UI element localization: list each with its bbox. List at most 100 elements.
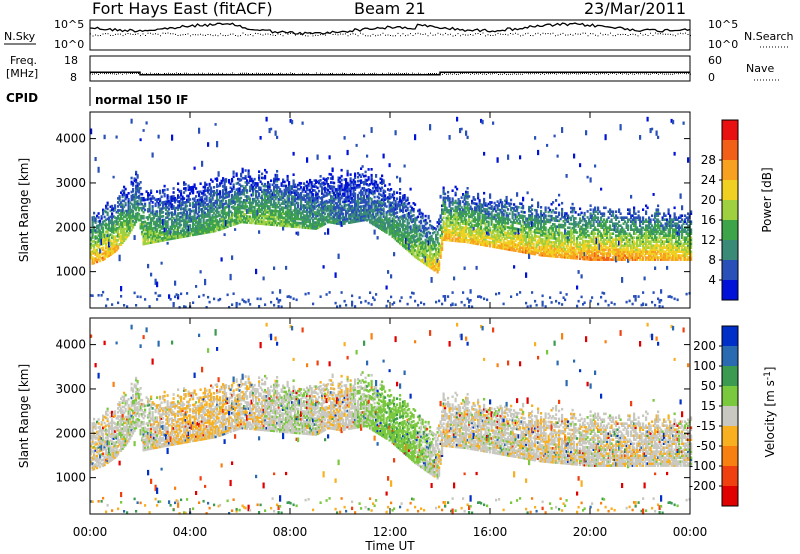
power-cell: [252, 197, 255, 201]
power-cell: [112, 223, 115, 226]
power-cell: [126, 229, 129, 233]
power-cell: [226, 213, 229, 217]
power-cell: [160, 237, 163, 240]
power-cell: [192, 197, 195, 201]
power-cell: [112, 251, 115, 254]
power-cell: [105, 206, 108, 210]
power-cell: [136, 196, 139, 199]
power-cell: [276, 215, 279, 219]
power-cell: [399, 188, 402, 191]
power-cell: [216, 199, 219, 202]
power-cell: [130, 194, 133, 198]
power-cell: [271, 193, 274, 196]
power-cell: [381, 222, 384, 225]
power-cell: [174, 210, 177, 214]
power-cell: [225, 194, 228, 197]
power-cell: [324, 202, 327, 206]
power-cell: [304, 200, 307, 203]
power-cell: [183, 201, 186, 204]
power-cell: [369, 204, 372, 208]
power-cell: [168, 211, 171, 215]
power-cell: [370, 303, 373, 306]
power-cell: [222, 199, 225, 202]
power-cell: [349, 205, 352, 208]
power-cell: [346, 181, 349, 185]
power-cell: [96, 244, 99, 248]
power-cell: [324, 188, 327, 192]
power-cell: [288, 195, 291, 198]
power-cell: [142, 220, 145, 224]
power-cell: [193, 197, 196, 200]
power-cell: [226, 221, 229, 224]
power-cell: [105, 222, 108, 226]
power-cell: [105, 238, 108, 242]
power-cell: [388, 197, 391, 200]
power-cell: [412, 214, 415, 217]
power-cell: [288, 193, 291, 196]
power-cell: [238, 177, 241, 181]
power-cell: [382, 211, 385, 214]
power-cell: [105, 246, 108, 250]
power-cell: [127, 204, 130, 207]
power-cell: [363, 174, 366, 178]
power-cell: [274, 193, 277, 197]
power-cell: [132, 204, 135, 207]
power-cell: [273, 189, 276, 193]
power-cell: [424, 218, 427, 222]
power-cell: [354, 212, 357, 215]
power-cell: [162, 218, 165, 226]
power-cell: [108, 238, 111, 242]
power-cell: [324, 216, 327, 220]
beam-title: Beam 21: [354, 0, 426, 18]
power-cell: [271, 213, 274, 217]
power-cell: [349, 189, 352, 192]
power-cell: [172, 229, 175, 232]
power-cell: [252, 211, 255, 215]
power-cell: [277, 210, 280, 213]
power-cell: [385, 219, 388, 222]
power-cell: [97, 216, 100, 219]
power-cell: [373, 189, 376, 193]
power-cell: [105, 226, 108, 230]
power-cell: [109, 227, 112, 230]
power-cell: [319, 197, 322, 200]
power-cell: [252, 201, 255, 205]
power-cell: [229, 224, 232, 227]
power-cell: [387, 218, 390, 221]
power-cell: [102, 226, 105, 230]
power-cell: [363, 212, 366, 216]
power-cell: [234, 214, 237, 218]
power-cell: [121, 223, 124, 226]
power-cell: [346, 173, 349, 177]
power-cell: [375, 204, 378, 208]
power-cell: [294, 207, 297, 211]
power-cell: [222, 195, 225, 198]
power-cell: [370, 168, 373, 171]
power-cell: [147, 194, 150, 197]
power-cell: [91, 258, 94, 261]
power-cell: [193, 203, 196, 206]
power-cell: [331, 201, 334, 204]
power-cell: [280, 202, 283, 205]
power-cell: [129, 227, 132, 230]
power-cell: [126, 227, 129, 231]
power-cell: [279, 224, 282, 227]
power-cell: [139, 181, 142, 184]
power-cell: [343, 222, 346, 225]
power-cell: [283, 194, 286, 198]
power-cell: [97, 240, 100, 243]
power-cell: [249, 207, 252, 211]
power-cell: [292, 173, 295, 176]
power-cell: [153, 230, 156, 234]
power-cell: [142, 234, 145, 238]
power-cell: [336, 202, 339, 205]
power-cell: [174, 226, 177, 230]
power-cell: [342, 222, 345, 226]
power-cell: [289, 185, 292, 188]
power-cell: [286, 214, 289, 218]
power-cell: [211, 230, 214, 233]
power-cell: [346, 203, 349, 207]
power-cell: [186, 292, 189, 295]
power-cell: [358, 185, 361, 189]
power-cell: [354, 186, 357, 190]
